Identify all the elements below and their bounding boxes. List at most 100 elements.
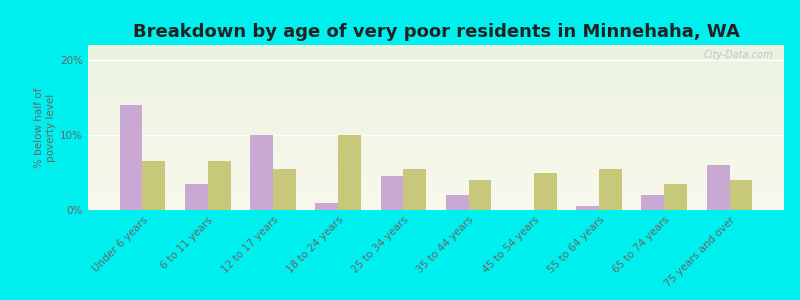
Bar (88, 66, 784, 68)
Bar (88, 56, 784, 58)
Bar (88, 164, 784, 165)
Bar (88, 170, 784, 172)
Bar (88, 121, 784, 122)
Bar (88, 132, 784, 134)
Bar (88, 104, 784, 106)
Bar (273, 169, 296, 210)
Bar (120, 105, 142, 210)
Bar (88, 45, 784, 46)
Bar (88, 172, 784, 174)
Bar (88, 146, 784, 147)
Bar (88, 194, 784, 195)
Bar (88, 197, 784, 199)
Bar (88, 83, 784, 85)
Bar (88, 167, 784, 169)
Bar (88, 124, 784, 126)
Bar (88, 122, 784, 124)
Bar (88, 55, 784, 56)
Bar (88, 75, 784, 76)
Bar (88, 142, 784, 144)
Bar (250, 135, 273, 210)
Bar (88, 185, 784, 187)
Bar (88, 99, 784, 101)
Bar (88, 128, 784, 129)
Bar (88, 118, 784, 119)
Bar (88, 60, 784, 61)
Bar (88, 174, 784, 175)
Bar (88, 190, 784, 192)
Bar (88, 187, 784, 188)
Bar (88, 65, 784, 66)
Bar (88, 151, 784, 152)
Bar (185, 184, 208, 210)
Bar (88, 182, 784, 184)
Bar (88, 160, 784, 162)
Bar (88, 205, 784, 207)
Bar (88, 89, 784, 91)
Text: City-Data.com: City-Data.com (704, 50, 774, 60)
Bar (88, 78, 784, 80)
Bar (88, 52, 784, 53)
Bar (599, 169, 622, 210)
Bar (88, 98, 784, 99)
Bar (88, 165, 784, 167)
Bar (88, 195, 784, 197)
Bar (88, 68, 784, 70)
Bar (88, 178, 784, 180)
Bar (88, 147, 784, 149)
Bar (88, 184, 784, 185)
Bar (88, 177, 784, 178)
Bar (88, 154, 784, 155)
Bar (381, 176, 403, 210)
Bar (469, 180, 491, 210)
Bar (88, 71, 784, 73)
Bar (576, 206, 599, 210)
Bar (88, 207, 784, 208)
Bar (208, 161, 230, 210)
Bar (446, 195, 469, 210)
Bar (88, 175, 784, 177)
Bar (88, 169, 784, 170)
Bar (88, 137, 784, 139)
Bar (88, 192, 784, 194)
Bar (88, 106, 784, 108)
Bar (88, 152, 784, 154)
Bar (88, 108, 784, 109)
Bar (403, 169, 426, 210)
Bar (664, 184, 687, 210)
Bar (88, 46, 784, 48)
Bar (88, 109, 784, 111)
Bar (88, 50, 784, 52)
Bar (88, 80, 784, 81)
Bar (88, 202, 784, 203)
Bar (730, 180, 752, 210)
Bar (88, 136, 784, 137)
Bar (338, 135, 361, 210)
Y-axis label: % below half of
poverty level: % below half of poverty level (34, 87, 56, 168)
Bar (88, 157, 784, 159)
Bar (88, 112, 784, 114)
Bar (88, 91, 784, 93)
Bar (88, 131, 784, 132)
Bar (88, 116, 784, 118)
Bar (88, 70, 784, 71)
Bar (88, 73, 784, 75)
Bar (88, 88, 784, 89)
Bar (88, 155, 784, 157)
Bar (88, 81, 784, 83)
Bar (88, 144, 784, 146)
Bar (88, 129, 784, 131)
Bar (88, 134, 784, 136)
Bar (88, 94, 784, 96)
Bar (88, 101, 784, 103)
Bar (88, 114, 784, 116)
Bar (142, 161, 166, 210)
Bar (88, 188, 784, 190)
Bar (88, 141, 784, 142)
Bar (88, 139, 784, 141)
Bar (88, 76, 784, 78)
Bar (88, 119, 784, 121)
Bar (88, 53, 784, 55)
Bar (706, 165, 730, 210)
Bar (88, 48, 784, 50)
